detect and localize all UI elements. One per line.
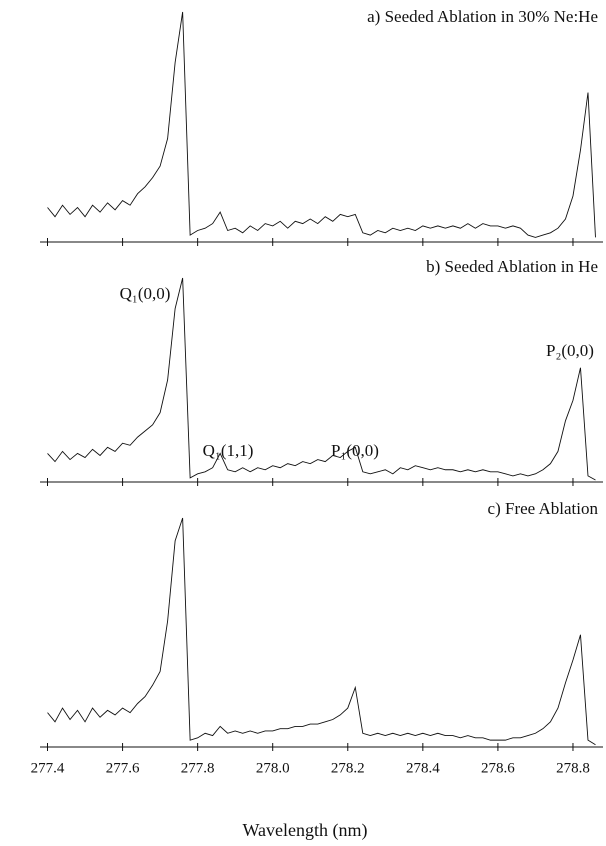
x-tick-label: 277.6 (106, 760, 140, 776)
x-tick-label: 277.8 (181, 760, 215, 776)
x-tick-label: 278.8 (556, 760, 590, 776)
panel-title: c) Free Ablation (488, 499, 599, 518)
x-axis-label: Wavelength (nm) (242, 820, 367, 841)
spectrum-line (48, 518, 596, 745)
spectrum-line (48, 278, 596, 480)
peak-annotation: P₂(0,0) (546, 341, 594, 360)
x-tick-label: 277.4 (31, 760, 65, 776)
x-tick-label: 278.0 (256, 760, 290, 776)
x-tick-label: 278.6 (481, 760, 515, 776)
x-tick-label: 278.2 (331, 760, 365, 776)
panel-title: a) Seeded Ablation in 30% Ne:He (367, 7, 598, 26)
x-tick-label: 278.4 (406, 760, 440, 776)
peak-annotation: Q₁(0,0) (120, 284, 171, 303)
panel-title: b) Seeded Ablation in He (426, 257, 598, 276)
spectrum-line (48, 12, 596, 237)
peak-annotation: Q₁(1,1) (203, 441, 254, 460)
